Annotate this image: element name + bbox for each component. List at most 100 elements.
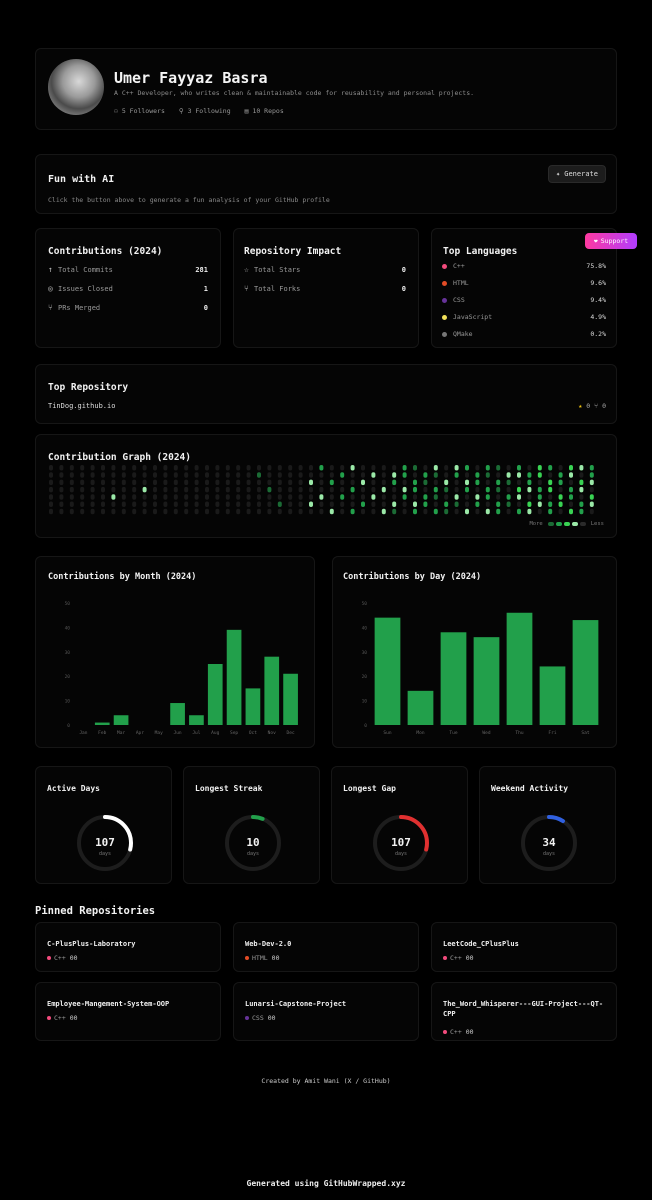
heatmap-cell <box>49 494 53 500</box>
x-tick-label: Sun <box>383 730 391 736</box>
heatmap-cell <box>392 501 397 507</box>
heatmap-cell <box>402 501 407 507</box>
heatmap-cell <box>465 494 469 500</box>
heatmap-cell <box>121 472 126 478</box>
heatmap-cell <box>475 465 480 471</box>
avatar[interactable] <box>48 59 104 115</box>
y-tick-label: 10 <box>362 699 368 705</box>
pinned-repo-name[interactable]: C-PlusPlus-Laboratory <box>47 940 136 948</box>
bar[interactable] <box>374 617 401 725</box>
heatmap-cell <box>496 486 501 493</box>
support-button[interactable]: ❤ Support <box>585 233 637 249</box>
footer-credit[interactable]: Created by Amit Wani (X / GitHub) <box>261 1077 391 1085</box>
heatmap-cell <box>350 494 355 500</box>
heatmap-cell <box>298 486 303 493</box>
bar[interactable] <box>572 620 599 725</box>
heatmap-cell <box>381 472 386 478</box>
heatmap-cell <box>444 479 449 486</box>
heatmap-cell <box>49 486 53 493</box>
heatmap-cell <box>205 501 209 507</box>
heatmap-cell <box>49 501 53 507</box>
heatmap-cell <box>361 479 365 486</box>
pinned-repo-card[interactable]: The_Word_Whisperer---GUI-Project---QT-CP… <box>431 982 617 1041</box>
stat-ring <box>77 815 133 871</box>
bar[interactable] <box>264 656 280 725</box>
pinned-repo-name[interactable]: Lunarsi-Capstone-Project <box>245 1000 347 1008</box>
y-tick-label: 30 <box>65 650 71 656</box>
stat-value: 107 <box>391 836 411 849</box>
heatmap-cell <box>371 508 376 515</box>
bar[interactable] <box>189 715 204 725</box>
heatmap-cell <box>485 508 490 515</box>
following-stat[interactable]: ⚲ 3 Following <box>178 107 231 115</box>
heatmap-cell <box>506 501 511 507</box>
pinned-repo-card[interactable]: LeetCode_CPlusPlus C++ 00 <box>431 922 617 972</box>
heatmap-cell <box>402 486 407 493</box>
top-repo-name[interactable]: TinDog.github.io <box>48 402 116 410</box>
bar[interactable] <box>170 703 185 725</box>
profile-bio: A C++ Developer, who writes clean & main… <box>114 89 475 97</box>
heatmap-cell <box>506 508 511 515</box>
heatmap-cell <box>225 486 230 493</box>
heatmap-cell <box>257 465 261 471</box>
heatmap-cell <box>558 494 563 500</box>
heatmap-cell <box>402 508 407 515</box>
x-tick-label: Oct <box>249 730 257 736</box>
heatmap-cell <box>537 472 542 478</box>
pinned-repo-card[interactable]: Lunarsi-Capstone-Project CSS 00 <box>233 982 419 1041</box>
languages-title: Top Languages <box>443 246 518 257</box>
pinned-repo-name[interactable]: Employee-Mangement-System-OOP <box>47 1000 170 1008</box>
heatmap-cell <box>184 472 189 478</box>
pinned-repo-name[interactable]: The_Word_Whisperer---GUI-Project---QT-CP… <box>443 1000 604 1018</box>
heatmap-cell <box>194 501 199 507</box>
pinned-repo-name[interactable]: LeetCode_CPlusPlus <box>443 940 519 948</box>
generate-button[interactable]: ✦ Generate <box>548 165 606 183</box>
x-tick-label: Mon <box>416 730 424 736</box>
heatmap-cell <box>225 501 230 507</box>
bar[interactable] <box>473 637 500 725</box>
followers-stat[interactable]: ⚇ 5 Followers <box>114 107 165 115</box>
heatmap-cell <box>142 479 147 486</box>
heatmap-cell <box>132 508 137 515</box>
heatmap-cell <box>142 501 147 507</box>
language-name: C++ <box>453 262 465 270</box>
bar[interactable] <box>226 629 242 725</box>
bar[interactable] <box>207 664 223 725</box>
heatmap-cell <box>485 486 490 493</box>
heatmap-cell <box>184 465 189 471</box>
heatmap-cell <box>69 465 74 471</box>
bar[interactable] <box>407 690 434 725</box>
pinned-repo-card[interactable]: C-PlusPlus-Laboratory C++ 00 <box>35 922 221 972</box>
heatmap-cell <box>423 472 428 478</box>
heatmap-cell <box>298 479 303 486</box>
heatmap-cell <box>267 501 272 507</box>
x-tick-label: Fri <box>548 730 556 736</box>
heatmap-cell <box>194 479 199 486</box>
heatmap-cell <box>59 494 64 500</box>
bar[interactable] <box>539 666 566 725</box>
repos-stat[interactable]: ▤ 10 Repos <box>244 107 284 115</box>
bar[interactable] <box>440 632 467 725</box>
bar[interactable] <box>245 688 261 725</box>
y-tick-label: 10 <box>65 699 71 705</box>
pinned-repo-card[interactable]: Employee-Mangement-System-OOP C++ 00 <box>35 982 221 1041</box>
stat-title: Active Days <box>47 784 100 793</box>
pinned-repo-card[interactable]: Web-Dev-2.0 HTML 00 <box>233 922 419 972</box>
heatmap-cell <box>194 472 199 478</box>
stat-unit: days <box>542 851 556 857</box>
bar[interactable] <box>283 673 298 725</box>
bar[interactable] <box>94 722 110 725</box>
legend-cell <box>563 522 570 526</box>
heatmap-cell <box>402 494 407 500</box>
bar[interactable] <box>506 612 533 725</box>
bar[interactable] <box>113 715 129 725</box>
heatmap-cell <box>454 465 459 471</box>
heatmap-cell <box>423 494 428 500</box>
y-tick-label: 0 <box>67 723 70 729</box>
heatmap-cell <box>173 465 178 471</box>
pinned-repo-meta: C++ 00 <box>47 954 78 962</box>
pinned-repo-name[interactable]: Web-Dev-2.0 <box>245 940 292 948</box>
heatmap-cell <box>236 465 241 471</box>
language-color-dot <box>47 1016 51 1020</box>
footer-generated[interactable]: Generated using GitHubWrapped.xyz <box>246 1179 406 1188</box>
